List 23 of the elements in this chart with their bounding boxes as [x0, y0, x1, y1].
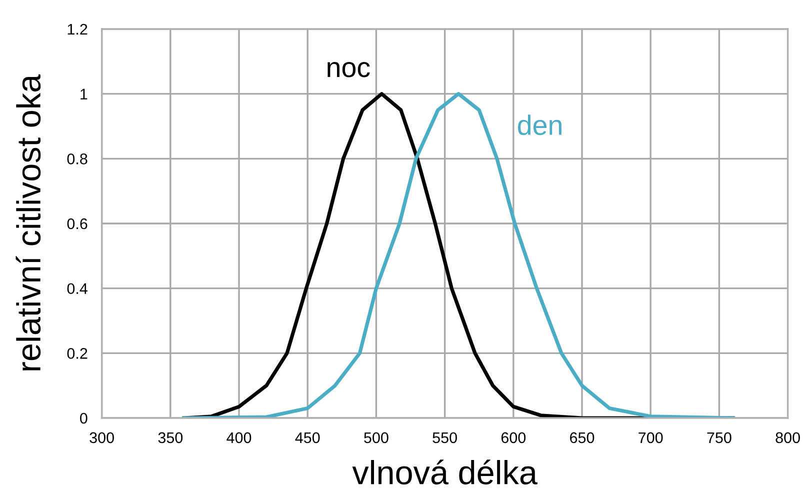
- x-tick-label: 350: [158, 432, 183, 444]
- x-tick-label: 800: [776, 432, 800, 444]
- y-tick-label: 0: [80, 412, 88, 424]
- series-label: den: [518, 114, 562, 136]
- x-tick-label: 400: [226, 432, 252, 444]
- y-tick-label: 0.4: [67, 283, 88, 294]
- x-tick-label: 750: [707, 432, 732, 444]
- series-label: noc: [328, 62, 370, 78]
- x-tick-label: 700: [638, 432, 663, 444]
- x-tick-label: 500: [364, 432, 388, 444]
- line-series: [182, 92, 735, 418]
- x-tick-label: 300: [90, 432, 114, 444]
- x-tick-label: 450: [295, 432, 320, 444]
- y-axis-title: relativní citlivost oka: [16, 74, 41, 370]
- y-tick-label: 0.8: [67, 154, 88, 164]
- y-tick-label: 1.2: [68, 24, 88, 35]
- y-tick-label: 1: [80, 88, 88, 100]
- x-tick-label: 550: [432, 432, 457, 444]
- y-tick-label: 0.2: [67, 348, 88, 359]
- x-tick-label: 600: [501, 432, 526, 444]
- y-tick-label: 0.6: [67, 218, 88, 230]
- x-tick-label: 650: [570, 432, 594, 444]
- x-axis-title: vlnová délka: [352, 460, 538, 485]
